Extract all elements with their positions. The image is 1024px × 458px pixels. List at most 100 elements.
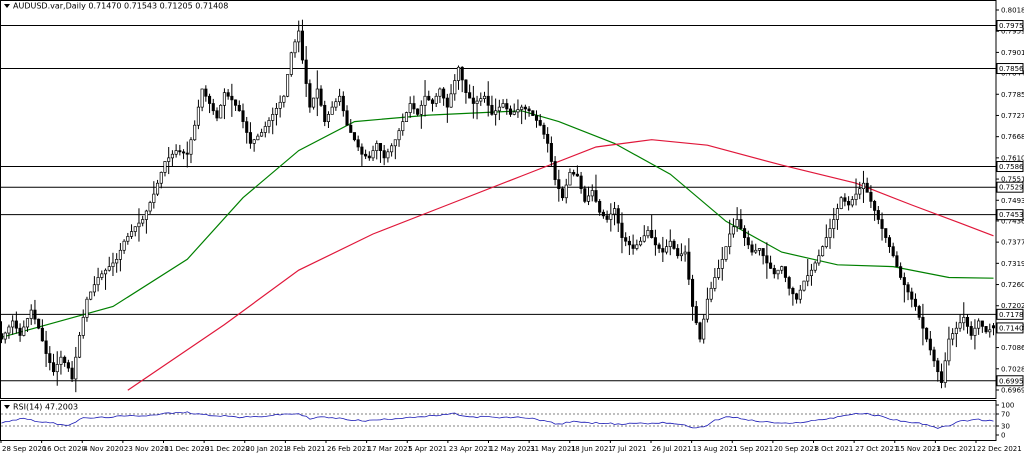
- candle: [18, 323, 22, 342]
- candle-body: [761, 248, 765, 257]
- candle: [672, 239, 676, 250]
- candle: [869, 185, 873, 209]
- x-tick-label: 28 Sep 2020: [2, 445, 46, 453]
- candle-body: [494, 110, 498, 115]
- candle-body: [486, 95, 490, 106]
- candle-body: [653, 237, 657, 246]
- candle-body: [917, 306, 921, 318]
- candle: [182, 149, 186, 160]
- candle: [133, 226, 137, 237]
- candle-body: [74, 356, 78, 380]
- candle-body: [798, 289, 802, 300]
- candle-body: [44, 340, 48, 354]
- candle-body: [795, 293, 799, 300]
- candle-body: [219, 104, 223, 119]
- candle: [921, 303, 925, 346]
- candle: [308, 79, 312, 113]
- candle: [323, 100, 327, 127]
- candle-body: [869, 191, 873, 202]
- candle: [456, 65, 461, 90]
- candle-body: [713, 277, 717, 289]
- candle: [222, 88, 226, 120]
- candle: [891, 242, 895, 258]
- candle: [252, 138, 256, 152]
- candle: [928, 330, 932, 356]
- candle-body: [873, 201, 877, 211]
- candle: [438, 87, 442, 104]
- candle: [33, 299, 37, 325]
- candle-body: [59, 356, 63, 365]
- candle-body: [92, 284, 96, 293]
- rsi-dropdown-triangle-icon[interactable]: [4, 405, 10, 409]
- x-tick-label: 13 Aug 2021: [693, 445, 738, 453]
- candle: [939, 363, 944, 389]
- candle: [757, 248, 761, 256]
- candle-body: [497, 106, 501, 112]
- level-tag-0-box: [996, 20, 1024, 32]
- candle-body: [334, 101, 338, 108]
- y-tick-label: 0.79595: [1001, 28, 1024, 36]
- candle-body: [51, 362, 56, 373]
- y-tick-label: 0.70866: [1001, 344, 1024, 352]
- candle-body: [11, 320, 15, 328]
- x-tick-label: 15 Nov 2021: [896, 445, 941, 453]
- candle-body: [743, 228, 747, 238]
- candle: [962, 302, 966, 331]
- candle: [159, 171, 163, 189]
- dropdown-triangle-icon[interactable]: [4, 4, 10, 8]
- candle: [739, 209, 743, 230]
- candle-body: [312, 97, 316, 108]
- candle: [51, 353, 56, 376]
- candle-body: [133, 226, 137, 232]
- candle: [364, 149, 368, 160]
- candle-body: [906, 284, 910, 293]
- candle-body: [557, 179, 561, 190]
- candle-body: [25, 318, 30, 328]
- x-tick-label: 12 May 2021: [490, 445, 536, 453]
- candle-body: [182, 151, 186, 154]
- candle-body: [286, 74, 290, 97]
- x-tick-label: 20 Jan 2021: [246, 445, 288, 453]
- candle-body: [427, 95, 431, 101]
- rsi-line: [1, 411, 994, 429]
- candle: [401, 113, 405, 136]
- price-frame: [0, 0, 997, 399]
- candle-body: [516, 109, 520, 113]
- candle-body: [839, 197, 843, 209]
- candle: [237, 100, 241, 112]
- candle: [241, 103, 245, 129]
- candle-body: [702, 318, 706, 340]
- candle-body: [717, 268, 721, 278]
- candle-body: [263, 126, 267, 133]
- candle: [312, 97, 316, 110]
- x-tick-label: 22 Dec 2021: [977, 445, 1022, 453]
- candle-body: [29, 309, 33, 319]
- candle: [274, 102, 278, 126]
- candle-body: [345, 110, 349, 126]
- candle: [802, 280, 806, 292]
- x-tick-label: 20 Sep 2021: [774, 445, 818, 453]
- candle: [520, 104, 524, 125]
- candle-body: [226, 92, 230, 97]
- level-tag-1-box: [996, 63, 1024, 75]
- candle-body: [876, 210, 880, 220]
- candle: [100, 270, 104, 281]
- candle: [627, 235, 631, 256]
- candle: [776, 269, 780, 280]
- last-price-tag: 0.71408: [996, 322, 1024, 334]
- candle-body: [624, 237, 628, 242]
- candle: [89, 291, 93, 301]
- candle-body: [817, 255, 821, 264]
- candle: [25, 317, 30, 332]
- candle-body: [234, 99, 238, 106]
- candle-body: [300, 30, 304, 61]
- candle-body: [126, 236, 130, 242]
- candle: [980, 320, 984, 333]
- candle: [787, 275, 791, 296]
- price-panel: [0, 19, 996, 393]
- candle: [913, 293, 918, 311]
